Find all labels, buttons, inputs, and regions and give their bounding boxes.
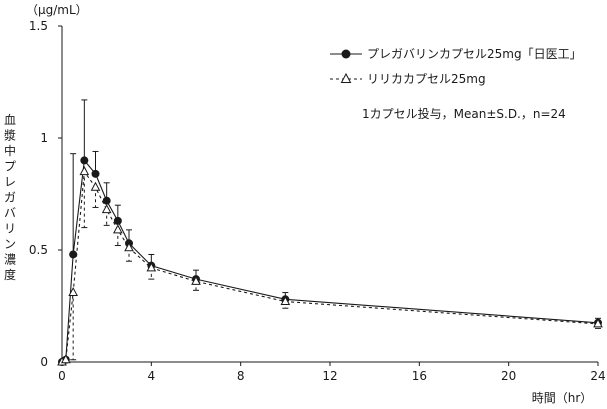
data-point	[146, 262, 157, 272]
y-axis-label-char: 血	[4, 113, 16, 127]
legend-marker	[340, 72, 352, 83]
legend-item-2: リリカカプセル25mg	[330, 72, 486, 86]
x-tick-label: 8	[237, 369, 245, 383]
data-point	[124, 242, 134, 252]
data-point	[60, 354, 71, 364]
data-point	[68, 286, 78, 297]
legend-label: プレガバリンカプセル25mg「日医工」	[367, 47, 582, 61]
legend-marker	[341, 49, 351, 59]
x-tick-label: 16	[412, 369, 427, 383]
legend-label: リリカカプセル25mg	[367, 72, 486, 86]
axes: 0 0.5 1 1.5 0 4 8 12 16 20 24	[29, 19, 606, 383]
data-point	[593, 318, 603, 328]
x-tick-label: 0	[58, 369, 66, 383]
data-point	[80, 156, 89, 165]
data-point	[79, 166, 90, 176]
y-axis-label-char: バ	[4, 206, 16, 220]
x-tick-label: 20	[501, 369, 516, 383]
text-layer: （μg/mL） 時間（hr） 1カプセル投与，Mean±S.D.，n=24 血漿…	[4, 3, 592, 405]
y-tick-label: 1.5	[29, 19, 48, 33]
y-axis-label-char: 濃	[4, 253, 16, 267]
y-tick-label: 1	[40, 131, 48, 145]
x-tick-label: 4	[148, 369, 156, 383]
series-1	[58, 99, 602, 366]
data-point	[280, 295, 291, 306]
series-line	[61, 170, 599, 363]
data-point	[191, 275, 201, 285]
data-point	[69, 250, 78, 259]
x-axis-label: 時間（hr）	[532, 391, 593, 405]
data-point	[91, 169, 100, 178]
y-axis-label-char: ン	[4, 237, 16, 251]
data-point	[90, 181, 101, 191]
y-tick-label: 0	[40, 355, 48, 369]
data-point	[113, 216, 122, 225]
y-axis-label-char: 中	[4, 143, 16, 158]
y-axis-label-char: ガ	[4, 191, 16, 205]
data-point	[113, 224, 123, 234]
y-axis-label-char: リ	[4, 222, 16, 236]
series-line	[61, 159, 599, 363]
y-axis-label-char: 漿	[4, 128, 16, 143]
y-axis-label-char: プ	[4, 160, 16, 174]
chart-annotation: 1カプセル投与，Mean±S.D.，n=24	[362, 106, 566, 121]
y-axis-label-char: レ	[4, 175, 16, 189]
x-tick-label: 12	[322, 369, 337, 383]
series-layer	[57, 99, 603, 366]
y-tick-label: 0.5	[29, 243, 48, 257]
y-axis-label-char: 度	[4, 267, 16, 282]
data-point	[101, 204, 112, 214]
legend: プレガバリンカプセル25mg「日医工」リリカカプセル25mg	[330, 47, 582, 86]
y-axis-label: 血漿中プレガバリン濃度	[4, 113, 16, 282]
y-axis-unit: （μg/mL）	[26, 3, 88, 17]
series-2	[57, 166, 603, 366]
data-point	[102, 196, 111, 205]
legend-item-1: プレガバリンカプセル25mg「日医工」	[330, 47, 582, 61]
x-tick-label: 24	[590, 369, 605, 383]
